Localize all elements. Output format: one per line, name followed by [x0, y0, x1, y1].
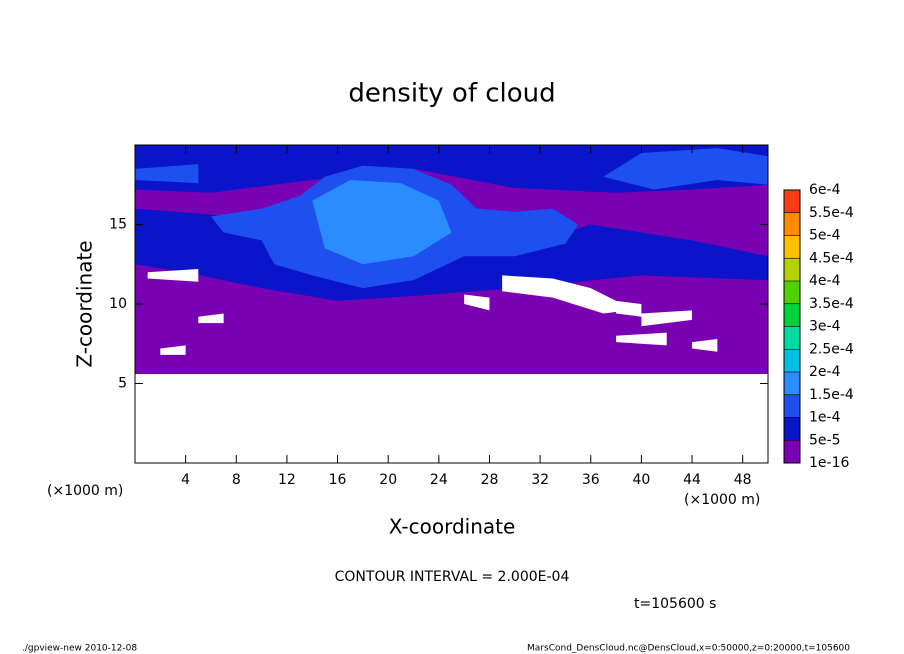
colorbar-swatch [784, 349, 800, 372]
field-band [135, 145, 768, 193]
chart-title: density of cloud [348, 79, 555, 109]
colorbar-label: 4.5e-4 [809, 250, 854, 266]
field-gap [641, 310, 693, 327]
field-gap [616, 332, 667, 346]
footer-left: ./gpview-new 2010-12-08 [22, 644, 137, 654]
x-tick-label: 40 [632, 472, 650, 488]
colorbar-swatch [784, 440, 800, 463]
colorbar-swatch [784, 281, 800, 304]
field-gap [502, 275, 629, 314]
colorbar-label: 5e-4 [809, 228, 841, 244]
field-gap [692, 338, 718, 352]
y-axis-label: Z-coordinate [73, 240, 97, 367]
time-label: t=105600 s [634, 596, 716, 612]
colorbar-swatch [784, 212, 800, 236]
x-tick-label: 24 [430, 472, 448, 488]
colorbar-swatch [784, 394, 800, 418]
field-band [135, 227, 287, 250]
x-tick-label: 32 [531, 472, 549, 488]
x-tick-label: 4 [181, 472, 190, 488]
colorbar-swatch [784, 235, 800, 259]
y-tick-label: 5 [118, 376, 127, 392]
x-tick-label: 16 [329, 472, 347, 488]
colorbar-label: 2e-4 [809, 364, 841, 380]
colorbar-swatch [784, 303, 800, 327]
field-cloud [135, 164, 199, 184]
colorbar-label: 1.5e-4 [809, 387, 854, 403]
colorbar-swatch [784, 258, 800, 281]
colorbar-label: 3.5e-4 [809, 296, 854, 312]
colorbar-label: 6e-4 [809, 182, 841, 198]
x-tick-label: 36 [582, 472, 600, 488]
x-unit: (×1000 m) [684, 492, 760, 508]
footer-right: MarsCond_DensCloud.nc@DensCloud,x=0:5000… [527, 644, 850, 654]
x-tick-label: 8 [232, 472, 241, 488]
field-gap [198, 313, 224, 324]
colorbar-label: 1e-4 [809, 410, 841, 426]
field-gap [616, 300, 642, 317]
contour-interval: CONTOUR INTERVAL = 2.000E-04 [335, 569, 570, 585]
colorbar-label: 5e-5 [809, 432, 840, 448]
field-gap [147, 269, 199, 282]
field-cloud [312, 179, 452, 265]
x-tick-label: 44 [683, 472, 701, 488]
x-tick-label: 48 [734, 472, 752, 488]
y-tick-label: 10 [109, 296, 127, 312]
y-tick-label: 15 [109, 217, 127, 233]
colorbar-label: 2.5e-4 [809, 341, 854, 357]
x-tick-label: 12 [278, 472, 296, 488]
colorbar-swatch [784, 417, 800, 441]
x-tick-label: 20 [379, 472, 397, 488]
colorbar-swatch [784, 372, 800, 395]
colorbar-label: 3e-4 [809, 319, 841, 335]
field-gap [464, 294, 490, 311]
colorbar-label: 4e-4 [809, 273, 841, 289]
x-axis-label: X-coordinate [389, 515, 516, 539]
field-cloud [603, 148, 768, 190]
colorbar-frame [783, 189, 801, 464]
colorbar-swatch [784, 190, 800, 213]
colorbar-swatch [784, 326, 800, 350]
colorbar-label: 1e-16 [809, 455, 849, 471]
field-gap [160, 345, 186, 355]
colorbar-label: 5.5e-4 [809, 205, 854, 221]
y-unit: (×1000 m) [47, 483, 123, 499]
x-tick-label: 28 [481, 472, 499, 488]
